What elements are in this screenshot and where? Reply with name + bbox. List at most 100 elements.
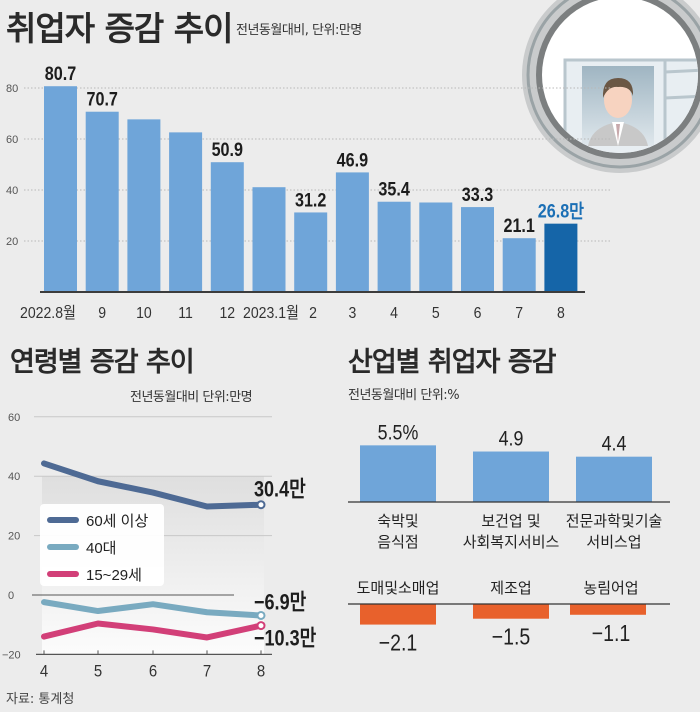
resume-line — [664, 94, 698, 100]
series-endpoint — [256, 500, 266, 510]
data-label: 80.7 — [45, 63, 77, 85]
bar — [210, 162, 244, 292]
data-label: 31.2 — [295, 189, 327, 211]
data-label: 4.4 — [602, 432, 627, 456]
bar-negative — [570, 604, 646, 615]
y-tick-label: 60 — [6, 134, 18, 146]
person-tie — [616, 124, 620, 142]
bar — [377, 201, 411, 292]
category-label: 음식점 — [377, 534, 418, 551]
series-endpoint — [256, 621, 266, 631]
x-tick-label: 6 — [149, 663, 157, 681]
main-title: 취업자 증감 추이 — [6, 9, 233, 48]
data-label: 35.4 — [378, 178, 410, 200]
bar — [576, 456, 652, 502]
y-tick-label: 40 — [6, 185, 18, 197]
person-face — [604, 82, 632, 118]
x-tick-label: 10 — [136, 304, 152, 322]
bar — [252, 187, 286, 292]
bar-negative — [473, 604, 549, 619]
y-tick-label: 60 — [8, 412, 20, 424]
resume-magnifier-icon — [522, 0, 700, 173]
bar — [85, 111, 119, 292]
category-label: 농림어업 — [583, 580, 638, 597]
bar — [419, 202, 453, 292]
category-label: 숙박및 — [377, 513, 418, 530]
data-label: 21.1 — [503, 215, 535, 237]
x-tick-label: 2023.1월 — [243, 304, 299, 322]
age-section-title: 연령별 증감 추이 — [10, 347, 195, 378]
industry-section-subtitle: 전년동월대비 단위:% — [348, 388, 460, 403]
y-tick-label: −20 — [2, 649, 21, 661]
bar — [44, 86, 77, 292]
person-hair — [602, 78, 634, 98]
resume-line — [664, 68, 698, 74]
category-label: 제조업 — [490, 580, 531, 597]
x-tick-label: 5 — [94, 663, 102, 681]
legend-label: 40대 — [86, 540, 117, 557]
source-note: 자료: 통계청 — [6, 692, 75, 707]
bar — [127, 119, 161, 293]
y-tick-label: 0 — [8, 590, 14, 602]
series-endpoint — [256, 610, 266, 620]
category-label: 사회복지서비스 — [463, 534, 560, 551]
magnifier-rim-edge — [526, 0, 700, 169]
legend-label: 15~29세 — [86, 567, 142, 584]
category-label: 서비스업 — [586, 534, 641, 551]
y-tick-label: 80 — [6, 83, 18, 95]
data-label: 70.7 — [86, 88, 118, 110]
data-label: 46.9 — [337, 149, 369, 171]
bar — [335, 172, 369, 292]
x-tick-label: 3 — [348, 304, 356, 322]
bar — [461, 207, 494, 292]
x-tick-label: 12 — [219, 304, 235, 322]
y-tick-label: 20 — [6, 236, 18, 248]
main-subtitle: 전년동월대비, 단위:만명 — [236, 23, 362, 38]
legend-label: 60세 이상 — [86, 513, 148, 530]
series-end-label: −10.3만 — [254, 626, 317, 651]
bar — [169, 132, 203, 292]
category-label: 도매및소매업 — [357, 580, 440, 597]
bar-negative — [360, 604, 436, 625]
x-tick-label: 6 — [474, 304, 482, 322]
data-label: 4.9 — [499, 427, 524, 451]
industry-section-title: 산업별 취업자 증감 — [348, 347, 557, 378]
category-label: 전문과학및기술 — [566, 513, 663, 530]
x-tick-label: 11 — [178, 304, 193, 322]
x-tick-label: 7 — [515, 304, 523, 322]
x-tick-label: 2 — [309, 304, 317, 322]
age-line-chart: −20 0 20 40 60 4 5 6 7 8 30.4만 −6.9만 −10.3만 60세 이상 40대… — [2, 412, 317, 681]
y-tick-label: 20 — [8, 531, 20, 543]
bar — [360, 445, 436, 502]
x-tick-label: 2022.8월 — [20, 304, 76, 322]
data-label: −2.1 — [379, 630, 418, 656]
data-label: −1.1 — [592, 620, 631, 646]
data-label: 5.5% — [378, 421, 419, 445]
bar — [544, 223, 578, 292]
data-label: 33.3 — [462, 184, 494, 206]
series-line — [41, 460, 264, 510]
data-label: 50.9 — [212, 139, 244, 161]
bar — [473, 451, 549, 502]
y-tick-label: 40 — [8, 471, 20, 483]
legend-box — [40, 504, 164, 586]
series-end-label: 30.4만 — [254, 477, 306, 502]
employment-bar-chart: 20 40 60 80 80.7 70.7 50.9 31.2 46.9 35.4 33.3 21.1… — [6, 63, 612, 322]
x-tick-label: 7 — [203, 663, 211, 681]
x-tick-label: 9 — [98, 304, 106, 322]
bar — [294, 212, 328, 292]
data-label: −1.5 — [492, 624, 531, 650]
data-label: 26.8만 — [538, 200, 584, 222]
category-label: 보건업 및 — [481, 513, 540, 530]
x-tick-label: 5 — [432, 304, 440, 322]
bar — [502, 238, 536, 292]
x-tick-label: 4 — [40, 663, 48, 681]
series-end-label: −6.9만 — [254, 590, 307, 615]
age-section-subtitle: 전년동월대비 단위:만명 — [130, 390, 253, 405]
series-line — [41, 599, 264, 619]
x-tick-label: 8 — [557, 304, 565, 322]
x-tick-label: 4 — [390, 304, 398, 322]
series-line — [41, 620, 264, 641]
x-tick-label: 8 — [257, 663, 265, 681]
